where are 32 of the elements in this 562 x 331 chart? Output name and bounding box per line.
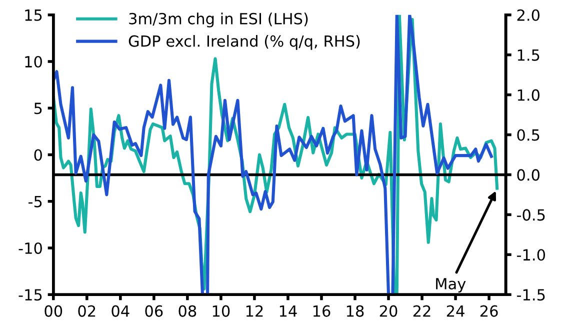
x-tick-label: 18 bbox=[346, 305, 364, 317]
x-tick-label: 12 bbox=[246, 305, 263, 317]
x-tick-label: 24 bbox=[446, 305, 464, 317]
x-tick-label: 08 bbox=[178, 305, 196, 317]
x-tick-label: 14 bbox=[280, 305, 297, 317]
x-tick-label: 26 bbox=[480, 305, 498, 317]
x-tick-label: 16 bbox=[313, 305, 330, 317]
y-tick-label: 5 bbox=[34, 102, 42, 114]
x-tick-label: 20 bbox=[380, 305, 398, 317]
y2-tick-label: 1.0 bbox=[518, 89, 540, 101]
y2-tick-label: 1.5 bbox=[518, 50, 540, 61]
legend-label: 3m/3m chg in ESI (LHS) bbox=[129, 12, 308, 28]
y-tick-label: -15 bbox=[18, 289, 42, 301]
x-tick-label: 10 bbox=[212, 305, 230, 317]
x-tick-label: 04 bbox=[112, 305, 130, 317]
y2-tick-label: 0.5 bbox=[517, 129, 540, 141]
y2-tick-label: -0.5 bbox=[516, 209, 545, 221]
y-tick-label: 15 bbox=[25, 10, 42, 21]
y-tick-label: -10 bbox=[18, 242, 42, 254]
y2-tick-label: 0.0 bbox=[517, 169, 540, 181]
y2-tick-label: -1.0 bbox=[516, 249, 546, 261]
x-tick-label: 00 bbox=[44, 305, 62, 317]
y-tick-label: 10 bbox=[25, 56, 42, 68]
y2-tick-label: -1.5 bbox=[516, 289, 545, 301]
y-tick-label: 0 bbox=[34, 149, 42, 161]
y-tick-label: -5 bbox=[28, 196, 42, 208]
annotation: May bbox=[436, 278, 466, 292]
x-tick-label: 02 bbox=[78, 305, 96, 317]
x-tick-label: 22 bbox=[413, 305, 430, 317]
legend-label: GDP excl. Ireland (% q/q, RHS) bbox=[128, 35, 360, 50]
y2-tick-label: 2.0 bbox=[517, 9, 540, 21]
x-tick-label: 06 bbox=[145, 305, 163, 317]
